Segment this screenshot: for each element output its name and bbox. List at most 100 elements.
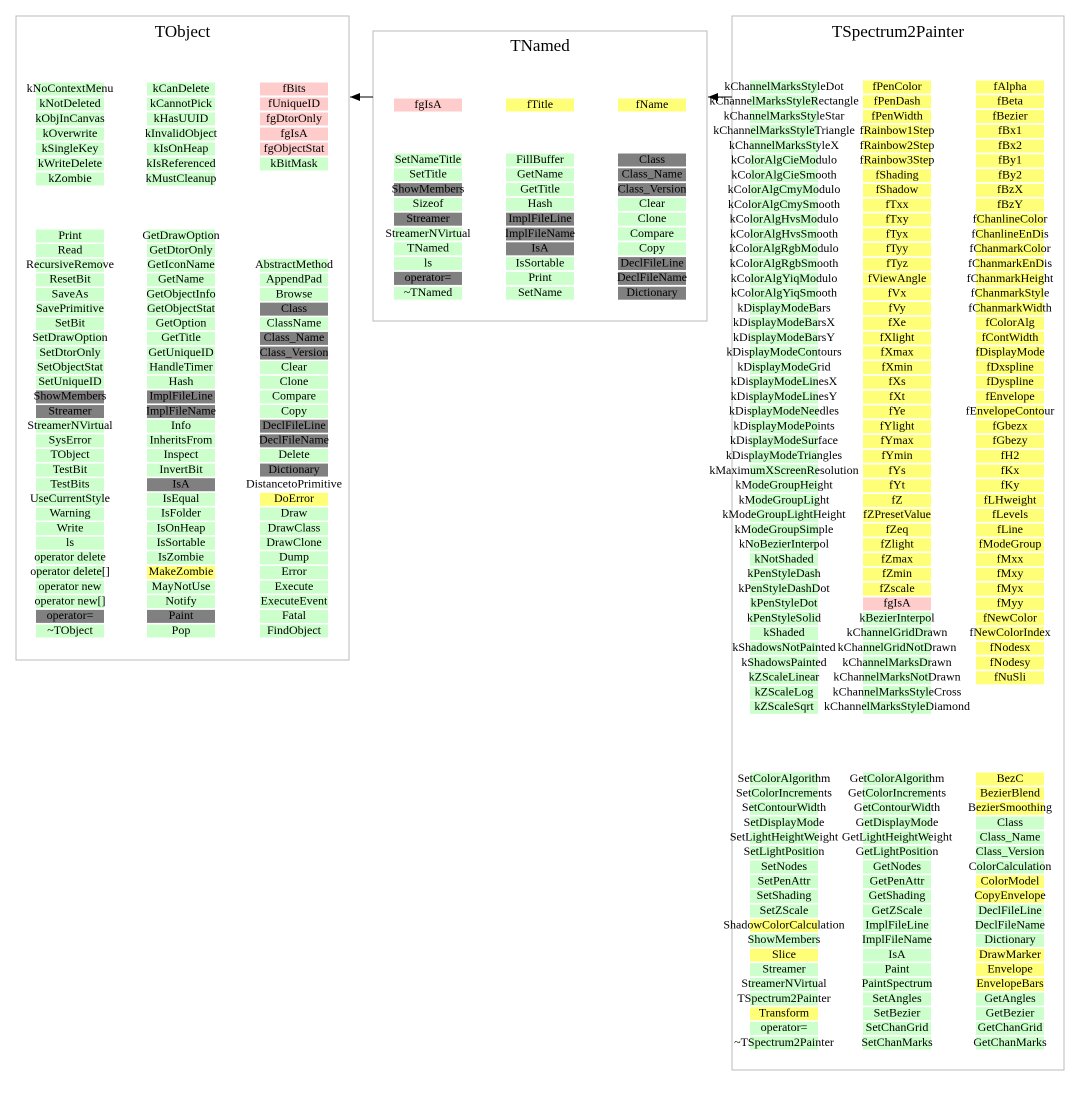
member-name: Clone xyxy=(280,374,309,388)
member-highlight xyxy=(863,889,931,903)
member-highlight xyxy=(260,157,328,171)
member-highlight xyxy=(618,197,686,211)
member-name: kDisplayModeLinesY xyxy=(731,389,838,403)
member-highlight xyxy=(618,271,686,285)
member-highlight xyxy=(147,172,215,186)
member-highlight xyxy=(976,875,1044,889)
member-highlight xyxy=(863,508,931,522)
member-name: AppendPad xyxy=(266,272,322,286)
member-highlight xyxy=(750,963,818,977)
member-name: kPenStyleDot xyxy=(751,596,818,610)
member-name: fYs xyxy=(888,463,906,477)
member-name: GetTitle xyxy=(161,330,201,344)
member-highlight xyxy=(976,787,1044,801)
member-name: SetContourWidth xyxy=(742,800,826,814)
member-highlight xyxy=(36,375,104,389)
member-highlight xyxy=(863,198,931,212)
member-name: GetColorAlgorithm xyxy=(850,771,945,785)
member-name: fZmin xyxy=(882,566,912,580)
member-name: Clear xyxy=(281,359,307,373)
member-name: FindObject xyxy=(267,623,322,637)
member-name: HandleTimer xyxy=(149,359,213,373)
member-name: GetIconName xyxy=(147,257,214,271)
member-name: BezierBlend xyxy=(980,785,1040,799)
member-highlight xyxy=(976,287,1044,301)
member-name: EnvelopeBars xyxy=(976,976,1044,990)
member-name: kIsOnHeap xyxy=(154,141,209,155)
member-name: fBy2 xyxy=(998,167,1022,181)
member-highlight xyxy=(750,346,818,360)
member-highlight xyxy=(863,845,931,859)
member-highlight xyxy=(36,82,104,96)
class-title: TNamed xyxy=(510,36,570,55)
member-name: Dictionary xyxy=(626,285,677,299)
member-name: kDisplayModePoints xyxy=(733,418,835,432)
member-highlight xyxy=(863,801,931,815)
member-name: fLevels xyxy=(992,507,1028,521)
member-name: kZScaleSqrt xyxy=(754,699,814,713)
member-highlight xyxy=(147,463,215,477)
member-highlight xyxy=(750,405,818,419)
member-name: Pop xyxy=(172,623,191,637)
member-name: kChannelMarksStyleDot xyxy=(724,79,844,93)
member-name: IsA xyxy=(531,241,549,255)
member-name: ShowMembers xyxy=(392,181,465,195)
member-highlight xyxy=(750,933,818,947)
member-name: ImplFileLine xyxy=(508,211,571,225)
member-highlight xyxy=(36,522,104,536)
member-highlight xyxy=(976,919,1044,933)
member-highlight xyxy=(147,580,215,594)
member-name: kChannelGridDrawn xyxy=(847,625,948,639)
member-name: fXmax xyxy=(880,345,913,359)
member-highlight xyxy=(36,463,104,477)
member-highlight xyxy=(147,375,215,389)
member-name: kZombie xyxy=(48,171,91,185)
member-highlight xyxy=(147,361,215,375)
member-highlight xyxy=(863,567,931,581)
member-name: SetBit xyxy=(55,316,86,330)
member-name: SetDrawOption xyxy=(32,330,107,344)
member-highlight xyxy=(506,197,574,211)
member-name: GetZScale xyxy=(872,903,923,917)
member-highlight xyxy=(260,258,328,272)
member-highlight xyxy=(976,390,1044,404)
member-highlight xyxy=(36,331,104,345)
member-highlight xyxy=(147,551,215,565)
member-name: Class xyxy=(281,301,307,315)
member-highlight xyxy=(976,992,1044,1006)
member-highlight xyxy=(863,963,931,977)
member-highlight xyxy=(863,933,931,947)
member-name: Error xyxy=(281,564,306,578)
member-name: IsZombie xyxy=(158,550,204,564)
member-name: fMyx xyxy=(997,581,1024,595)
member-highlight xyxy=(260,127,328,141)
member-highlight xyxy=(863,686,931,700)
member-highlight xyxy=(147,522,215,536)
member-name: fYlight xyxy=(880,418,915,432)
member-name: SetNameTitle xyxy=(395,152,461,166)
member-name: Dictionary xyxy=(268,462,319,476)
member-highlight xyxy=(976,316,1044,330)
class-box: TNamed fgIsA fTitle fName SetNameTitleSetTit… xyxy=(372,30,708,322)
member-name: fName xyxy=(636,97,669,111)
member-highlight xyxy=(976,553,1044,567)
member-name: fZ xyxy=(891,492,902,506)
member-highlight xyxy=(863,816,931,830)
member-highlight xyxy=(36,551,104,565)
member-name: TestBit xyxy=(53,462,88,476)
member-highlight xyxy=(750,626,818,640)
member-name: fNewColor xyxy=(983,610,1037,624)
member-name: FillBuffer xyxy=(516,152,564,166)
member-name: fXt xyxy=(889,389,906,403)
member-highlight xyxy=(260,624,328,638)
member-highlight xyxy=(260,580,328,594)
member-name: Warning xyxy=(49,506,90,520)
member-highlight xyxy=(750,198,818,212)
member-highlight xyxy=(36,302,104,316)
member-highlight xyxy=(750,904,818,918)
member-highlight xyxy=(863,1007,931,1021)
member-name: SetColorIncrements xyxy=(736,785,832,799)
member-highlight xyxy=(750,331,818,345)
member-name: Info xyxy=(171,418,191,432)
member-name: kShadowsPainted xyxy=(741,655,826,669)
